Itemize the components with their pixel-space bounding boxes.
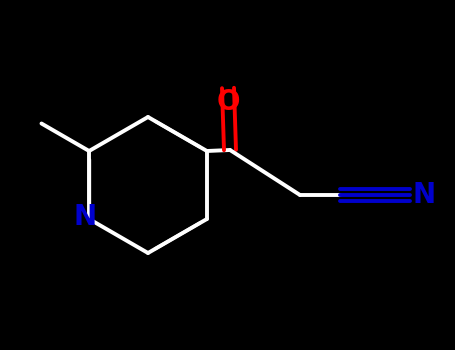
Text: N: N xyxy=(74,203,96,231)
Text: O: O xyxy=(216,88,240,116)
Text: N: N xyxy=(412,181,435,209)
